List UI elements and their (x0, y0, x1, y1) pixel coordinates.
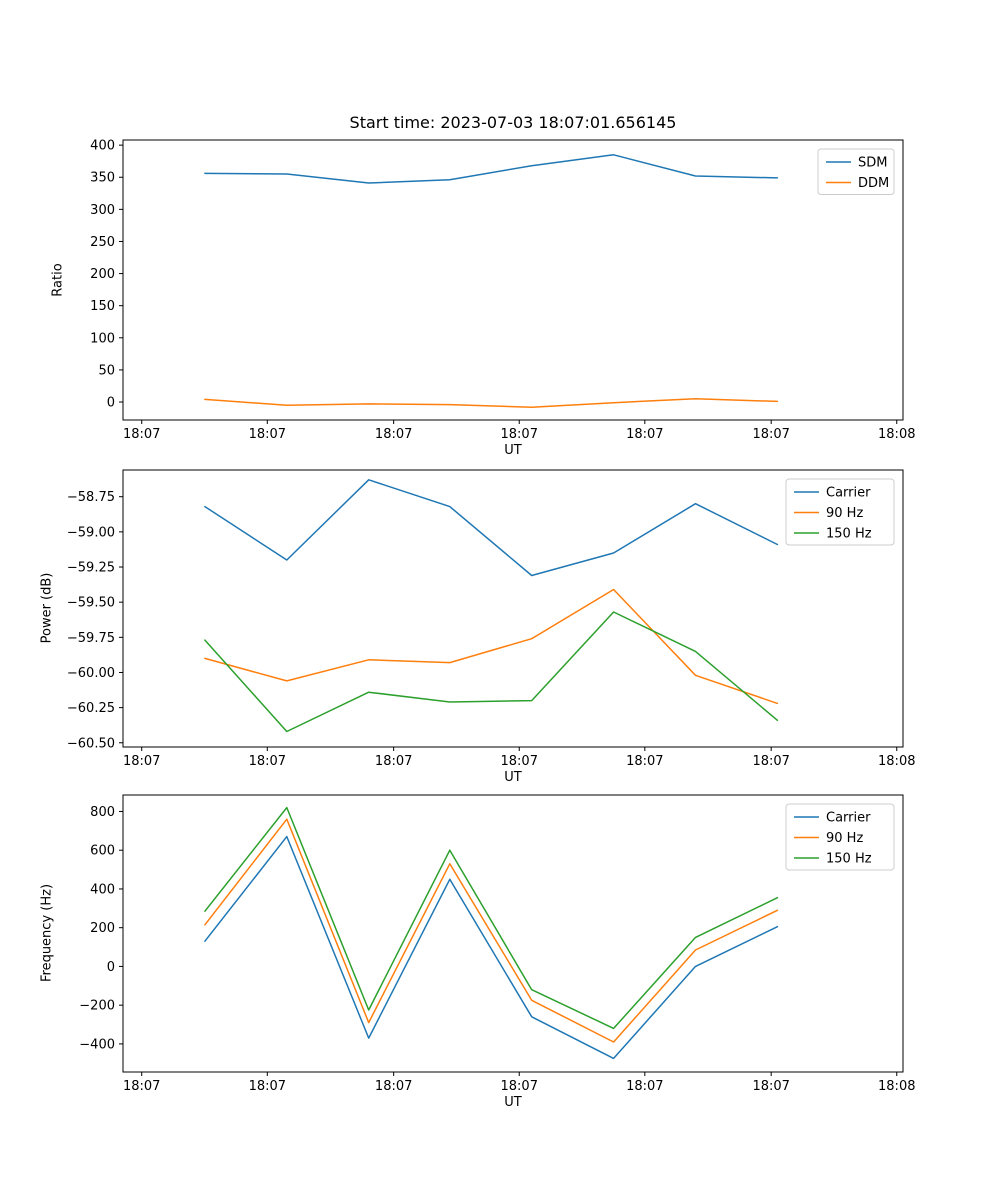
y-tick-label: 600 (90, 844, 115, 859)
y-tick-label: −60.25 (67, 701, 115, 716)
x-tick-label: 18:07 (375, 1079, 412, 1094)
legend-box (785, 478, 895, 546)
y-tick-label: 250 (90, 235, 115, 250)
series-line-150-hz (204, 611, 779, 733)
legend-label-sdm: SDM (858, 156, 887, 171)
legend-label-carrier: Carrier (826, 486, 871, 501)
x-tick-label: 18:08 (878, 754, 915, 769)
legend-label-ddm: DDM (858, 176, 889, 191)
y-tick-label: 400 (90, 139, 115, 154)
series-line-150-hz (204, 806, 779, 1030)
x-tick-label: 18:07 (626, 427, 663, 442)
legend-label-90-hz: 90 Hz (826, 831, 863, 846)
power-x-axis-label: UT (504, 770, 522, 785)
series-line-ddm (204, 398, 779, 408)
frequency-y-axis-label: Frequency (Hz) (39, 883, 55, 983)
frequency-subplot: −400 −200 0 200 400 600 800 18:07 18:07 18:07 18:0… (79, 794, 915, 1094)
legend-label-carrier: Carrier (826, 811, 871, 826)
x-tick-label: 18:07 (375, 427, 412, 442)
x-tick-label: 18:08 (878, 1079, 915, 1094)
x-tick-label: 18:07 (123, 1079, 160, 1094)
ratio-y-axis-label: Ratio (50, 263, 66, 297)
y-tick-label: 300 (90, 203, 115, 218)
power-subplot: −58.75 −59.00 −59.25 −59.50 −59.75 −60.00 −60.… (67, 469, 915, 769)
y-tick-label: 100 (90, 331, 115, 346)
series-line-sdm (204, 154, 779, 184)
x-tick-label: 18:07 (123, 754, 160, 769)
x-tick-label: 18:07 (626, 1079, 663, 1094)
x-tick-label: 18:07 (752, 427, 789, 442)
x-tick-label: 18:07 (752, 754, 789, 769)
power-y-axis-label: Power (dB) (39, 572, 55, 644)
x-tick-label: 18:08 (878, 427, 915, 442)
y-tick-label: 0 (107, 396, 115, 411)
y-tick-label: −59.25 (67, 561, 115, 576)
y-tick-label: −60.50 (67, 736, 115, 751)
y-tick-label: 200 (90, 921, 115, 936)
x-tick-label: 18:07 (501, 427, 538, 442)
x-tick-label: 18:07 (501, 754, 538, 769)
axes-frame (122, 469, 904, 748)
y-tick-label: 350 (90, 171, 115, 186)
x-tick-label: 18:07 (501, 1079, 538, 1094)
y-tick-label: 800 (90, 805, 115, 820)
x-tick-label: 18:07 (626, 754, 663, 769)
y-tick-label: 400 (90, 882, 115, 897)
x-tick-label: 18:07 (123, 427, 160, 442)
series-line-carrier (204, 835, 779, 1060)
plot-title: Start time: 2023-07-03 18:07:01.656145 (349, 113, 677, 132)
y-tick-label: −59.75 (67, 631, 115, 646)
x-tick-label: 18:07 (249, 427, 286, 442)
axes-frame (122, 794, 904, 1073)
series-line-carrier (204, 479, 779, 577)
legend-label-150-hz: 150 Hz (826, 852, 872, 867)
frequency-x-axis-label: UT (504, 1095, 522, 1110)
ratio-x-axis-label: UT (504, 443, 522, 458)
y-tick-label: 200 (90, 267, 115, 282)
y-tick-label: −58.75 (67, 490, 115, 505)
legend-label-90-hz: 90 Hz (826, 506, 863, 521)
series-line-90-hz (204, 588, 779, 705)
y-tick-label: 50 (98, 363, 115, 378)
y-tick-label: 0 (107, 960, 115, 975)
x-tick-label: 18:07 (249, 1079, 286, 1094)
legend-label-150-hz: 150 Hz (826, 527, 872, 542)
ratio-subplot: 0 50 100 150 200 250 300 350 400 18:07 18:07 18:07 1… (90, 139, 915, 442)
y-tick-label: −60.00 (67, 666, 115, 681)
x-tick-label: 18:07 (752, 1079, 789, 1094)
x-tick-label: 18:07 (249, 754, 286, 769)
axes-frame (122, 139, 904, 421)
y-tick-label: −59.50 (67, 596, 115, 611)
x-tick-label: 18:07 (375, 754, 412, 769)
series-line-90-hz (204, 818, 779, 1043)
y-tick-label: 150 (90, 299, 115, 314)
y-tick-label: −400 (79, 1037, 115, 1052)
y-tick-label: −200 (79, 999, 115, 1014)
legend-box (785, 803, 895, 871)
y-tick-label: −59.00 (67, 525, 115, 540)
